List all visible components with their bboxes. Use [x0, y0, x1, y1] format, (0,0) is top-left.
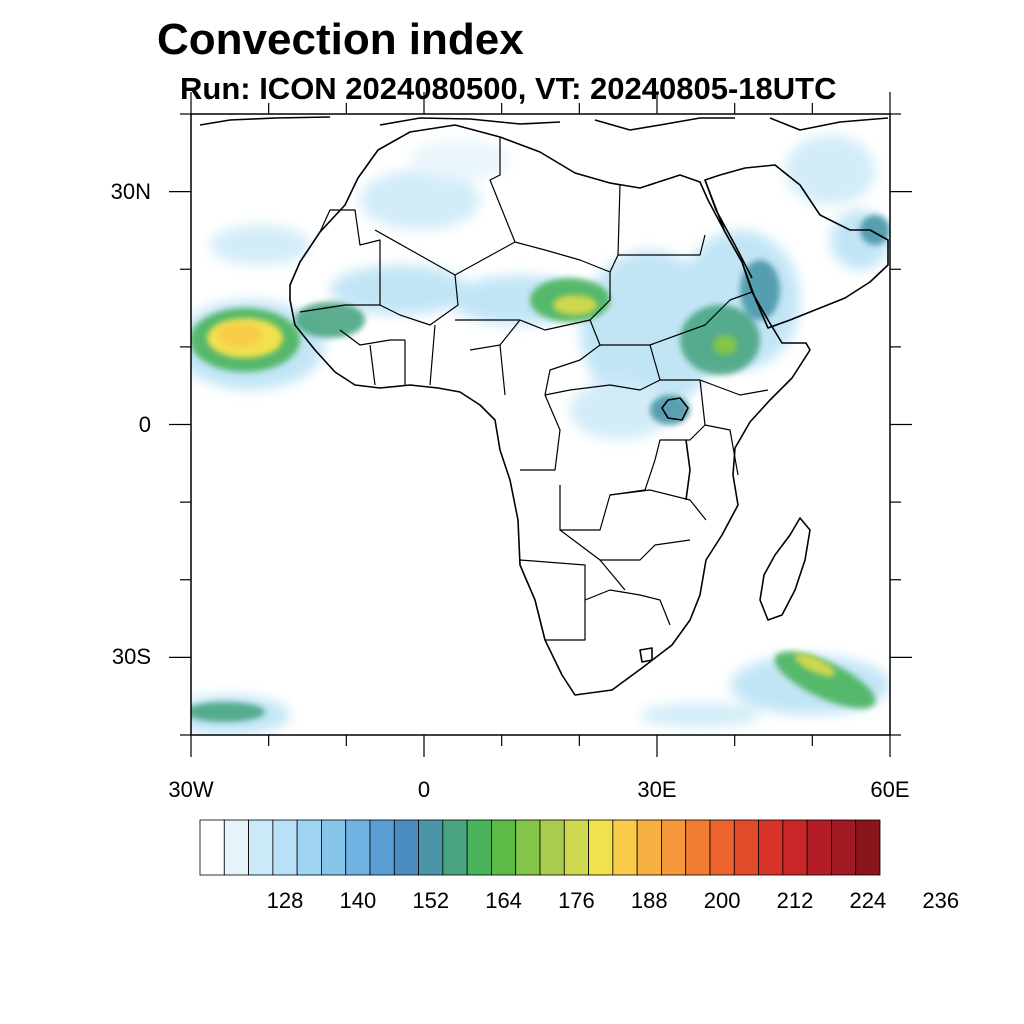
- colorbar-label: 164: [485, 888, 522, 913]
- coastlines: [199, 116, 889, 696]
- colorbar-swatch: [806, 819, 832, 876]
- colorbar-label: 212: [776, 888, 814, 913]
- colorbar-swatch: [272, 819, 298, 876]
- colorbar-swatch: [661, 819, 687, 876]
- colorbar-label: 176: [558, 888, 595, 913]
- colorbar-swatch: [321, 819, 347, 876]
- colorbar: [199, 819, 881, 876]
- colorbar-label: 200: [703, 888, 741, 913]
- colorbar-swatch: [855, 819, 881, 876]
- colorbar-swatch: [248, 819, 274, 876]
- colorbar-swatch: [199, 819, 225, 876]
- colorbar-swatch: [345, 819, 371, 876]
- chart-title: Convection index: [157, 15, 524, 64]
- colorbar-swatch: [831, 819, 857, 876]
- colorbar-swatch: [733, 819, 759, 876]
- colorbar-swatch: [418, 819, 444, 876]
- colorbar-swatch: [223, 819, 249, 876]
- colorbar-swatch: [442, 819, 468, 876]
- colorbar-swatch: [636, 819, 662, 876]
- colorbar-label: 128: [266, 888, 304, 913]
- colorbar-swatch: [563, 819, 589, 876]
- colorbar-swatch: [491, 819, 517, 876]
- lon-tick-label: 0: [417, 777, 431, 802]
- country-borders: [299, 137, 769, 641]
- colorbar-swatch: [782, 819, 808, 876]
- convection-field-strong: [207, 295, 836, 677]
- colorbar-swatch: [709, 819, 735, 876]
- map-plot-area: [191, 114, 890, 735]
- lat-tick-label: 0: [138, 411, 151, 437]
- lat-tick-label: 30S: [111, 644, 151, 670]
- lon-tick-label: 30W: [168, 777, 214, 802]
- chart-subtitle: Run: ICON 2024080500, VT: 20240805-18UTC: [180, 71, 837, 106]
- colorbar-swatch: [369, 819, 395, 876]
- colorbar-swatch: [393, 819, 419, 876]
- colorbar-label: 140: [339, 888, 377, 913]
- colorbar-label: 224: [849, 888, 887, 913]
- colorbar-swatch: [515, 819, 541, 876]
- lon-tick-label: 60E: [870, 777, 910, 802]
- axis-ticks: [169, 92, 912, 757]
- colorbar-swatch: [466, 819, 492, 876]
- colorbar-swatch: [588, 819, 614, 876]
- lat-tick-label: 30N: [110, 178, 151, 204]
- colorbar-label: 236: [922, 888, 960, 913]
- colorbar-swatch: [539, 819, 565, 876]
- lon-tick-label: 30E: [637, 777, 677, 802]
- colorbar-swatch: [612, 819, 638, 876]
- colorbar-swatch: [758, 819, 784, 876]
- colorbar-swatch: [296, 819, 322, 876]
- colorbar-swatch: [685, 819, 711, 876]
- map-background: [191, 114, 890, 735]
- colorbar-label: 152: [412, 888, 450, 913]
- colorbar-label: 188: [630, 888, 668, 913]
